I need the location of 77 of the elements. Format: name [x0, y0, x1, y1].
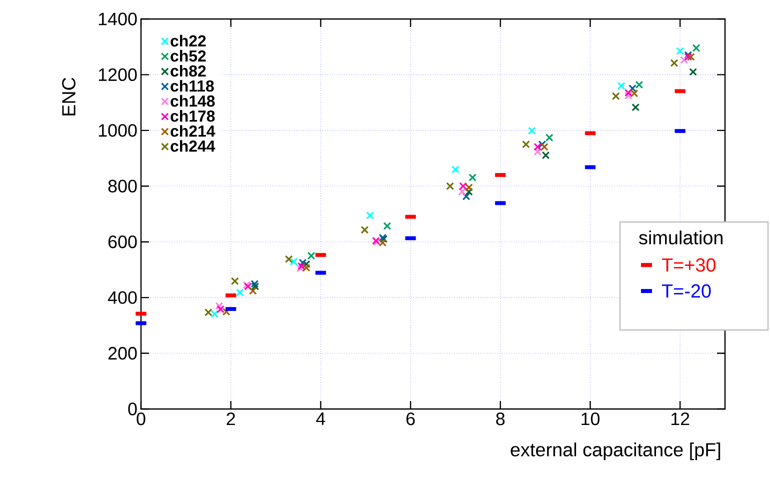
point: [686, 52, 695, 61]
point: [284, 255, 293, 264]
point: [540, 142, 548, 151]
point: [458, 188, 466, 196]
x-tick-label: 10: [582, 412, 600, 426]
point: [676, 47, 684, 55]
point: [464, 188, 473, 196]
point: [635, 80, 644, 89]
point: [632, 103, 640, 112]
y-tick-label: 1200: [98, 68, 137, 82]
legend-label: T=+30: [662, 258, 716, 272]
point: [215, 302, 224, 310]
x-tick-label: 4: [316, 412, 326, 425]
x-tick-label: 0: [136, 412, 146, 426]
point: [302, 260, 310, 268]
point: [534, 142, 542, 151]
point: [624, 92, 632, 100]
point: [462, 192, 470, 200]
x-tick-label: 6: [406, 412, 415, 426]
legend-label: ch178: [170, 110, 215, 122]
point: [302, 264, 310, 272]
legend-label: ch118: [170, 80, 214, 92]
y-tick-label: 600: [108, 235, 137, 248]
point: [630, 89, 638, 98]
y-tick-label: 1000: [98, 124, 137, 137]
point: [612, 92, 620, 100]
point: [522, 140, 530, 148]
point: [692, 44, 700, 52]
point: [446, 182, 454, 190]
point: [378, 238, 387, 247]
legend-label: ch82: [170, 64, 206, 77]
x-tick-label: 2: [226, 412, 235, 426]
point: [366, 211, 374, 220]
point: [307, 252, 316, 260]
point: [459, 182, 468, 190]
point: [670, 59, 678, 67]
point: [290, 258, 298, 266]
point: [534, 148, 542, 156]
point: [542, 151, 550, 160]
x-axis-title: external capacitance [pF]: [510, 442, 720, 460]
y-tick-label: 400: [108, 291, 137, 304]
point: [210, 310, 219, 318]
point: [628, 84, 636, 92]
point: [230, 277, 239, 286]
legend-label: ch52: [170, 50, 206, 62]
point: [222, 308, 230, 316]
y-tick-label: 800: [108, 180, 137, 192]
point: [624, 88, 632, 97]
point: [251, 282, 260, 290]
point: [451, 165, 460, 174]
legend-label: ch22: [170, 34, 206, 47]
point: [689, 68, 698, 76]
point: [545, 134, 554, 142]
legend-label: ch244: [170, 140, 216, 152]
point: [298, 258, 307, 267]
point: [360, 226, 369, 234]
legend-title: simulation: [639, 230, 722, 244]
point: [236, 288, 244, 297]
y-axis-title: ENC: [62, 78, 76, 116]
point: [250, 280, 259, 288]
point: [464, 184, 473, 192]
y-tick-label: 200: [108, 346, 137, 360]
point: [528, 126, 536, 135]
point: [468, 174, 477, 182]
point: [383, 222, 392, 230]
legend-label: ch148: [170, 95, 215, 107]
x-tick-label: 8: [496, 412, 505, 426]
point: [617, 82, 626, 90]
legend-label: T=-20: [662, 284, 711, 298]
y-tick-label: 0: [128, 402, 137, 416]
point: [216, 305, 224, 314]
x-tick-label: 12: [671, 412, 690, 426]
point: [248, 286, 257, 295]
point: [680, 56, 688, 64]
y-tick-label: 1400: [98, 12, 137, 26]
point: [204, 308, 212, 316]
legend-label: ch214: [170, 125, 216, 137]
